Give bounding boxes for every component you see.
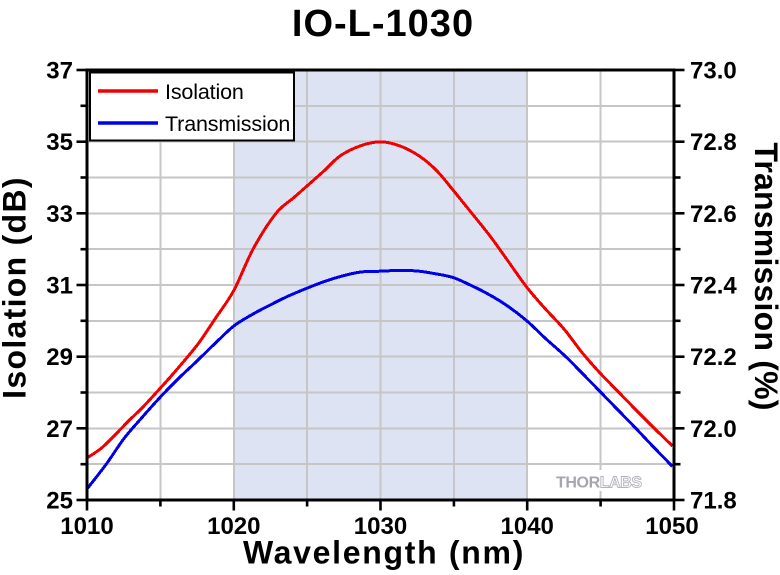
svg-text:1020: 1020 (207, 513, 260, 540)
svg-text:72.8: 72.8 (690, 129, 737, 156)
svg-text:Isolation: Isolation (165, 80, 244, 104)
svg-text:29: 29 (46, 344, 73, 371)
svg-text:25: 25 (46, 488, 73, 515)
svg-text:71.8: 71.8 (690, 488, 737, 515)
svg-text:35: 35 (46, 129, 73, 156)
svg-text:THORLABS: THORLABS (556, 475, 642, 492)
svg-text:Transmission (%): Transmission (%) (748, 142, 780, 410)
svg-text:Transmission: Transmission (165, 112, 290, 136)
svg-text:31: 31 (46, 273, 73, 300)
svg-text:37: 37 (46, 58, 73, 85)
svg-text:72.0: 72.0 (690, 416, 737, 443)
svg-text:72.2: 72.2 (690, 344, 737, 371)
svg-text:1030: 1030 (354, 513, 407, 540)
svg-text:27: 27 (46, 416, 73, 443)
svg-text:1050: 1050 (645, 513, 698, 540)
svg-text:IO-L-1030: IO-L-1030 (292, 3, 474, 45)
svg-text:Wavelength (nm): Wavelength (nm) (243, 535, 525, 571)
svg-text:1040: 1040 (501, 513, 554, 540)
svg-text:Isolation (dB): Isolation (dB) (0, 176, 33, 399)
svg-text:72.4: 72.4 (690, 273, 737, 300)
svg-text:1010: 1010 (60, 513, 113, 540)
svg-text:72.6: 72.6 (690, 201, 737, 228)
svg-text:73.0: 73.0 (690, 58, 737, 85)
svg-text:33: 33 (46, 201, 73, 228)
